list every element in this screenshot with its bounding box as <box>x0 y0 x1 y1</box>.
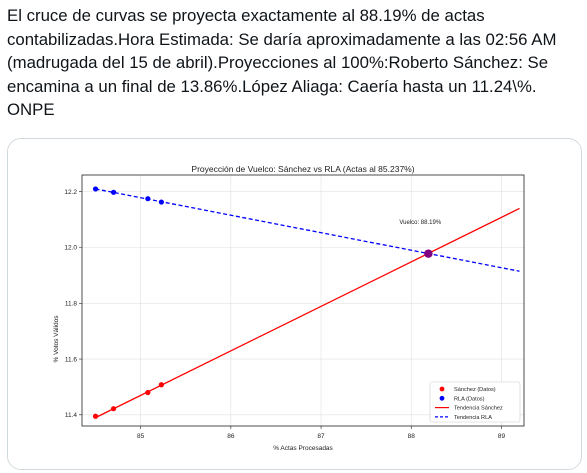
x-tick-label: 88 <box>408 433 416 440</box>
legend-label-0: Sánchez (Datos) <box>454 387 496 393</box>
data-point-1-3 <box>158 199 164 205</box>
x-tick-label: 89 <box>498 433 506 440</box>
y-tick-label: 11.6 <box>65 356 78 363</box>
x-tick-label: 85 <box>137 433 145 440</box>
data-point-1-2 <box>145 196 151 202</box>
chart-legend: Sánchez (Datos) RLA (Datos) Tendencia Sánc… <box>429 381 521 423</box>
trend-line-3 <box>95 188 520 272</box>
y-tick-label: 11.8 <box>65 300 78 307</box>
plot-frame <box>81 174 525 427</box>
legend-swatch-1 <box>439 395 445 401</box>
data-point-0-2 <box>145 389 151 396</box>
data-point-0-3 <box>158 382 164 388</box>
tick-labels: 85 86 87 88 89 11.4 11.6 11.8 12.0 12.2 <box>64 189 505 440</box>
tweet-media-image[interactable]: Proyección de Vuelco: Sánchez vs RLA (Ac… <box>7 138 582 470</box>
y-tick-label: 12.0 <box>64 245 77 252</box>
data-points <box>92 186 433 419</box>
trend-lines <box>95 188 520 419</box>
chart-title: Proyección de Vuelco: Sánchez vs RLA (Ac… <box>191 164 414 174</box>
y-axis-label: % Votos Válidos <box>53 315 60 363</box>
legend-swatch-0 <box>439 386 445 392</box>
x-axis-label: % Actas Procesadas <box>273 445 333 452</box>
legend-label-1: RLA (Datos) <box>454 396 485 402</box>
trend-line-2 <box>95 207 520 419</box>
data-point-0-0 <box>92 413 99 419</box>
projection-chart: Proyección de Vuelco: Sánchez vs RLA (Ac… <box>8 139 581 469</box>
data-point-1-1 <box>110 189 117 195</box>
x-tick-label: 86 <box>227 433 235 440</box>
data-point-0-1 <box>110 406 117 412</box>
y-tick-label: 11.4 <box>65 412 78 419</box>
crossover-annotation: Vuelco: 88.19% <box>399 220 441 226</box>
data-point-1-0 <box>92 186 99 192</box>
x-tick-label: 87 <box>317 433 325 440</box>
legend-box <box>429 381 521 423</box>
legend-label-2: Tendencia Sánchez <box>454 406 503 412</box>
grid-lines <box>82 175 524 426</box>
crossover-point <box>424 249 433 258</box>
legend-label-3: Tendencia RLA <box>454 415 492 421</box>
tweet-text: El cruce de curvas se proyecta exactamen… <box>7 6 557 119</box>
y-tick-label: 12.2 <box>64 189 77 196</box>
